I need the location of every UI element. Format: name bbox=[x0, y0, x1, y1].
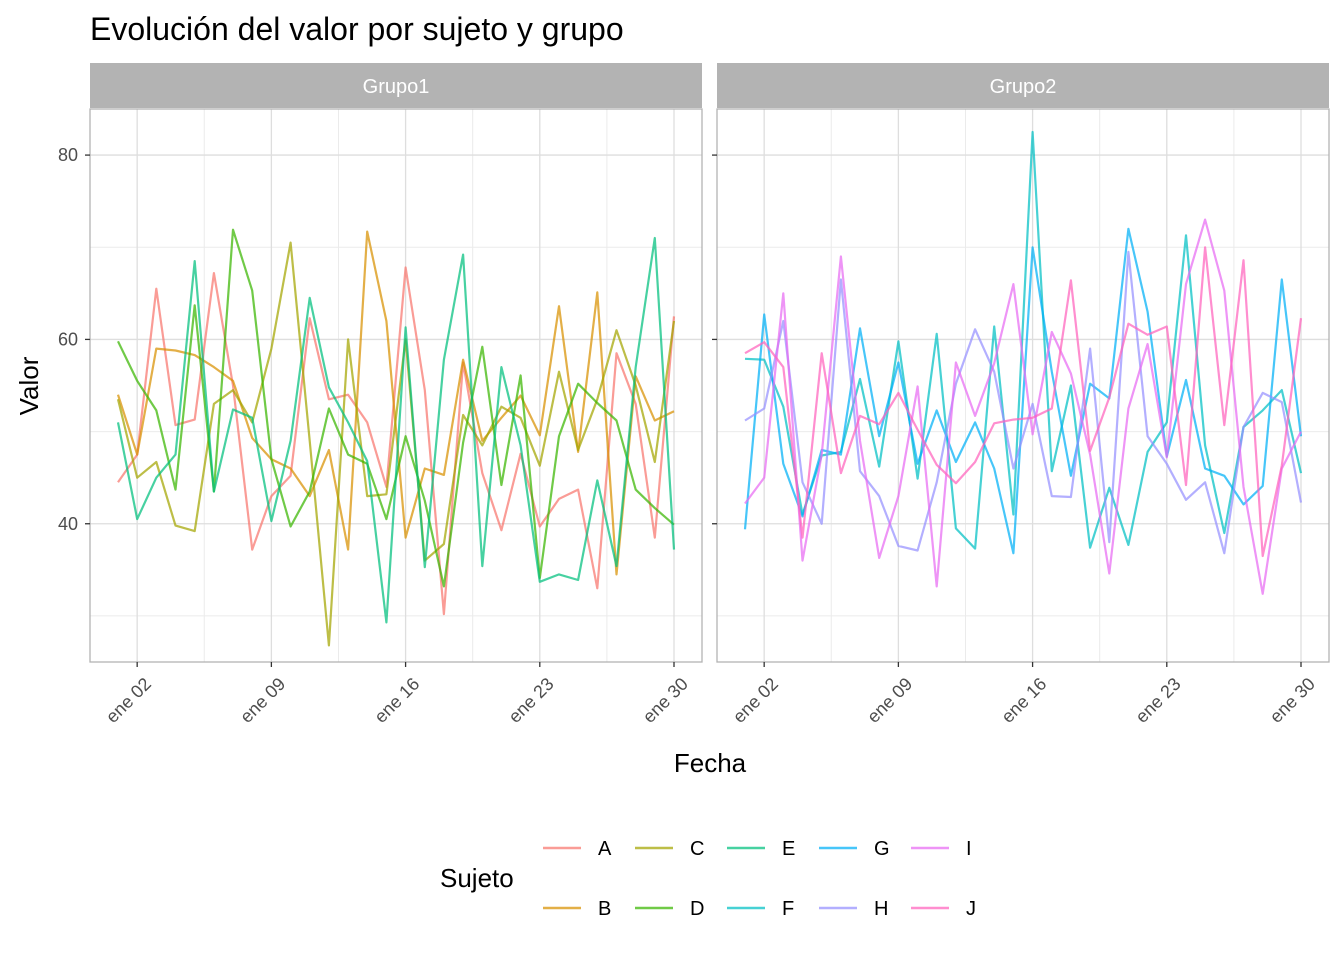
x-tick-label: ene 23 bbox=[505, 674, 558, 727]
x-tick-label: ene 30 bbox=[1266, 674, 1319, 727]
legend-label-g: G bbox=[874, 838, 890, 860]
legend-label-d: D bbox=[690, 898, 704, 920]
legend-label-f: F bbox=[782, 898, 794, 920]
x-tick-label: ene 02 bbox=[102, 674, 155, 727]
y-tick-label: 40 bbox=[58, 514, 78, 534]
x-tick-label: ene 16 bbox=[370, 674, 423, 727]
plot-area-grupo2 bbox=[716, 108, 1330, 663]
x-tick-label: ene 09 bbox=[863, 674, 916, 727]
chart-title: Evolución del valor por sujeto y grupo bbox=[90, 11, 624, 47]
x-tick-label: ene 16 bbox=[997, 674, 1050, 727]
series-line-i bbox=[744, 218, 1302, 595]
y-tick-label: 60 bbox=[58, 329, 78, 349]
series-line-f bbox=[744, 130, 1303, 550]
strip-grupo2 bbox=[717, 63, 1329, 108]
legend-title: Sujeto bbox=[440, 863, 514, 893]
x-axis-title: Fecha bbox=[674, 748, 747, 778]
y-tick-label: 80 bbox=[58, 145, 78, 165]
strip-label-grupo1: Grupo1 bbox=[363, 76, 430, 98]
legend-label-c: C bbox=[690, 838, 704, 860]
x-tick-label: ene 30 bbox=[639, 674, 692, 727]
series-line-h bbox=[744, 250, 1303, 555]
panel-border bbox=[89, 108, 703, 663]
panel-grupo2: Grupo2 bbox=[716, 63, 1330, 663]
panel-grupo1: Grupo1 bbox=[89, 63, 703, 663]
legend-label-j: J bbox=[966, 898, 976, 920]
x-tick-label: ene 23 bbox=[1132, 674, 1185, 727]
panel-border bbox=[716, 108, 1330, 663]
series-line-a bbox=[117, 266, 676, 616]
legend-label-h: H bbox=[874, 898, 888, 920]
strip-grupo1 bbox=[90, 63, 702, 108]
series-line-c bbox=[116, 241, 676, 647]
y-axis: 40 60 80 bbox=[58, 145, 717, 534]
series-line-e bbox=[116, 236, 676, 624]
strip-label-grupo2: Grupo2 bbox=[990, 76, 1057, 98]
x-axis: ene 02 ene 09 ene 16 ene 23 ene 30 ene 02 ene … bbox=[102, 662, 1319, 727]
plot-area-grupo1 bbox=[89, 108, 703, 663]
legend-label-a: A bbox=[598, 838, 612, 860]
x-tick-label: ene 02 bbox=[729, 674, 782, 727]
legend: Sujeto A B C D E F G H I J bbox=[440, 838, 976, 920]
legend-label-e: E bbox=[782, 838, 795, 860]
y-axis-title: Valor bbox=[14, 356, 44, 415]
legend-label-i: I bbox=[966, 838, 972, 860]
series-line-b bbox=[116, 230, 675, 576]
x-tick-label: ene 09 bbox=[236, 674, 289, 727]
legend-label-b: B bbox=[598, 898, 611, 920]
series-line-j bbox=[744, 246, 1303, 558]
